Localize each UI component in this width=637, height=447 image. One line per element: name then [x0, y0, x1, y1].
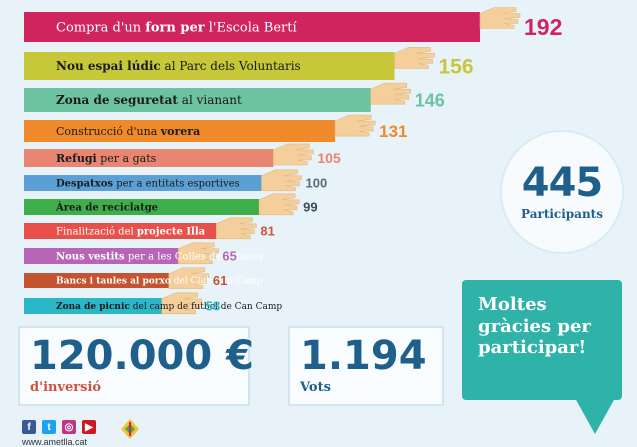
hand-pointer-icon [479, 7, 521, 29]
participants-label: Participants [521, 207, 603, 221]
hand-pointer-icon [261, 169, 302, 192]
votes-label: Vots [300, 380, 331, 395]
votes-box: 1.194 Vots [288, 326, 444, 406]
hand-pointer-icon [370, 82, 412, 105]
bar-label-6: Despatxos per a entitats esportives [56, 179, 240, 190]
bar-value-10: 61 [213, 273, 227, 288]
website-link[interactable]: www.ametlla.cat [22, 437, 88, 447]
hand-pointer-icon [161, 292, 203, 315]
thanks-line-3: participar! [478, 337, 587, 359]
bar-3 [24, 88, 371, 112]
thanks-message: Moltes gràcies per participar! [462, 280, 622, 400]
hand-pointer-icon [334, 114, 376, 137]
twitter-icon[interactable]: t [42, 420, 56, 434]
bar-value-2: 156 [439, 55, 474, 78]
bar-value-1: 192 [524, 14, 562, 40]
bar-7 [24, 199, 260, 215]
bar-value-6: 100 [306, 176, 328, 191]
bar-value-9: 65 [222, 249, 236, 264]
bar-label-2: Nou espai lúdic al Parc dels Voluntaris [56, 59, 301, 73]
thanks-line-2: gràcies per [478, 315, 591, 337]
town-logo-icon [121, 419, 139, 439]
bar-11 [24, 298, 162, 314]
hand-pointer-icon [168, 267, 210, 290]
bar-value-4: 131 [379, 122, 407, 141]
instagram-icon[interactable]: ◎ [62, 420, 76, 434]
bar-label-4: Construcció d'una vorera [56, 125, 200, 138]
votes-value: 1.194 [300, 333, 427, 379]
facebook-icon[interactable]: f [22, 420, 36, 434]
youtube-icon[interactable]: ▶ [82, 420, 96, 434]
bar-5 [24, 149, 274, 167]
bar-label-1: Compra d'un forn per l'Escola Bertí [56, 21, 297, 36]
social-links: f t ◎ ▶ [22, 420, 96, 434]
bar-1 [24, 12, 480, 42]
bar-value-5: 105 [317, 150, 341, 166]
bar-label-10: Bancs i taules al porxo del Club Can Cam… [56, 277, 262, 287]
investment-value: 120.000 € [30, 333, 254, 379]
bar-9 [24, 248, 179, 264]
bar-8 [24, 223, 217, 239]
bar-label-3: Zona de seguretat al vianant [56, 93, 242, 107]
investment-box: 120.000 € d'inversió [18, 326, 254, 406]
hand-pointer-icon [216, 217, 257, 240]
bar-label-9: Nous vestits per a les Colles de Gitanes [56, 252, 263, 263]
bar-2 [24, 52, 395, 80]
hand-pointer-icon [273, 143, 314, 166]
bar-label-7: Àrea de reciclatge [55, 202, 158, 214]
participants-badge: 445 Participants [500, 130, 624, 254]
bar-10 [24, 273, 169, 288]
thanks-line-1: Moltes [478, 294, 547, 315]
bar-label-5: Refugi per a gats [56, 152, 157, 165]
participants-count: 445 [521, 160, 603, 206]
bar-label-11: Zona de picnic del camp de futbol de Can… [56, 302, 282, 312]
bar-value-8: 81 [260, 224, 274, 239]
bar-6 [24, 175, 262, 191]
bar-value-11: 58 [206, 299, 220, 314]
bar-value-3: 146 [415, 90, 445, 110]
hand-pointer-icon [258, 193, 300, 216]
votes-bar-chart: Compra d'un forn per l'Escola Bertí 192 No… [24, 7, 562, 315]
investment-label: d'inversió [30, 380, 102, 395]
bar-4 [24, 120, 336, 142]
hand-pointer-icon [394, 47, 435, 69]
bar-value-7: 99 [303, 200, 317, 215]
bar-label-8: Finalització del projecte Illa [56, 227, 206, 238]
hand-pointer-icon [178, 242, 219, 265]
speech-bubble-tail [575, 398, 615, 434]
